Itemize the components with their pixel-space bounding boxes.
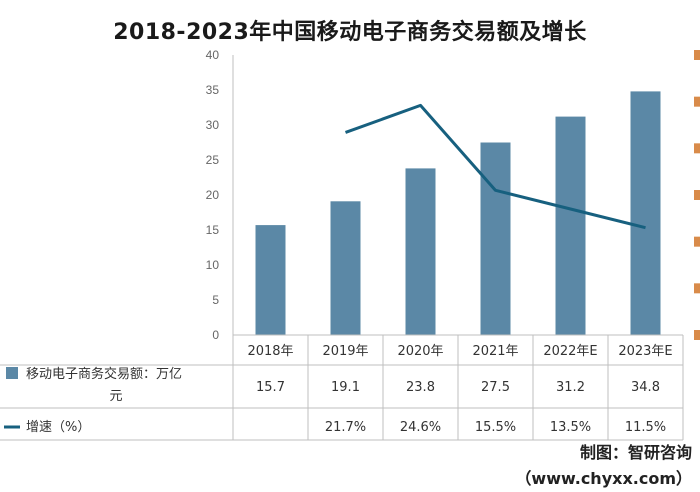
secondary-y-axis [694, 50, 700, 340]
x-tick-label: 2022年E [543, 344, 597, 359]
secondary-y-tick-mark [694, 97, 700, 107]
bar [256, 225, 286, 335]
bar-data-label: 15.7 [256, 380, 285, 395]
bar [331, 201, 361, 335]
secondary-y-tick-mark [694, 283, 700, 293]
bar [406, 168, 436, 335]
line-data-label: 21.7% [325, 420, 366, 435]
bar-data-label: 34.8 [631, 380, 660, 395]
bar [481, 143, 511, 336]
bar-data-label: 31.2 [556, 380, 585, 395]
legend-label-bar: 移动电子商务交易额：万亿 [26, 366, 182, 382]
bar-data-label: 19.1 [331, 380, 360, 395]
bar [556, 117, 586, 335]
y-axis: 0 5 10 15 20 25 30 35 40 [206, 48, 233, 342]
x-tick-label: 2020年 [397, 344, 443, 359]
y-tick-label: 10 [206, 258, 220, 272]
y-tick-label: 40 [206, 48, 220, 62]
secondary-y-tick-mark [694, 143, 700, 153]
legend-swatch-bar [6, 367, 18, 379]
y-tick-label: 20 [206, 188, 220, 202]
line-data-label: 24.6% [400, 420, 441, 435]
y-tick-label: 25 [206, 153, 220, 167]
y-tick-label: 0 [212, 328, 219, 342]
line-data-label: 13.5% [550, 420, 591, 435]
bar-data-label: 27.5 [481, 380, 510, 395]
x-tick-label: 2019年 [322, 344, 368, 359]
x-tick-label: 2018年 [247, 344, 293, 359]
x-tick-label: 2021年 [472, 344, 518, 359]
legend-label-line: 增速（%） [26, 420, 90, 435]
source-credit: 制图：智研咨询（www.chyxx.com） [460, 440, 700, 466]
line-data-label: 15.5% [475, 420, 516, 435]
line-data-label: 11.5% [625, 420, 666, 435]
data-table: 2018年 2019年 2020年 2021年 2022年E 2023年E 移动电子商务交易… [0, 335, 683, 440]
y-tick-label: 35 [206, 83, 220, 97]
bar-series [256, 91, 661, 335]
chart-area: 0 5 10 15 20 25 30 35 40 2018年 2019年 2020年 2021年 202… [0, 0, 700, 470]
y-tick-label: 30 [206, 118, 220, 132]
y-tick-label: 15 [206, 223, 220, 237]
secondary-y-tick-mark [694, 237, 700, 247]
bar [631, 91, 661, 335]
secondary-y-tick-mark [694, 50, 700, 60]
x-tick-label: 2023年E [618, 344, 672, 359]
legend-label-bar-cont: 元 [109, 389, 122, 404]
secondary-y-tick-mark [694, 330, 700, 340]
y-tick-label: 5 [212, 293, 219, 307]
secondary-y-tick-mark [694, 190, 700, 200]
bar-data-label: 23.8 [406, 380, 435, 395]
